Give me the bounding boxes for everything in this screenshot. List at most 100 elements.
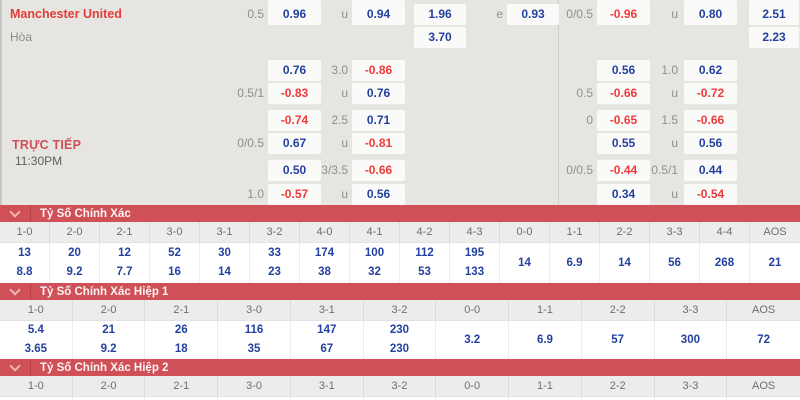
score-odds-value: 67: [320, 343, 334, 355]
odds-box[interactable]: 0.34: [597, 184, 650, 205]
score-odds-cell[interactable]: 116 35: [218, 321, 291, 359]
odds-label: 2.5: [331, 113, 348, 127]
score-odds-cell[interactable]: 174 38: [300, 243, 350, 283]
score-odds-cell[interactable]: 268: [700, 243, 750, 283]
score-odds-cell[interactable]: 14: [600, 243, 650, 283]
score-odds-cell[interactable]: 52 16: [150, 243, 200, 283]
odds-box[interactable]: [597, 0, 650, 4]
odds-label: u: [671, 86, 678, 100]
score-odds-cell[interactable]: 30 14: [200, 243, 250, 283]
score-odds-cell[interactable]: 300: [655, 321, 728, 359]
score-odds-cell: [0, 397, 73, 400]
score-odds-value: 268: [714, 256, 735, 269]
odds-box[interactable]: [749, 0, 799, 4]
odds-label: 1.0: [247, 187, 264, 201]
odds-box[interactable]: 0.50: [268, 160, 321, 181]
score-odds-value: 12: [118, 247, 131, 259]
odds-box[interactable]: [268, 0, 321, 4]
odds-box[interactable]: -0.86: [352, 60, 405, 81]
odds-box[interactable]: 0.93: [507, 4, 559, 25]
odds-box[interactable]: 0.80: [684, 4, 737, 25]
score-header-row: 1-0 2-0 2-1 3-0 3-1 3-2 0-0 1-1 2-2 3-3 AOS: [0, 300, 800, 321]
score-values-row: [0, 397, 800, 400]
score-odds-value: 56: [668, 256, 681, 269]
score-header-cell: 3-0: [218, 300, 291, 320]
score-odds-value: 14: [218, 266, 231, 278]
odds-box[interactable]: 0.56: [352, 184, 405, 205]
section-header-bar[interactable]: Tỷ Số Chính Xác Hiệp 2: [0, 359, 800, 376]
odds-label: u: [671, 136, 678, 150]
score-header-cell: 4-4: [700, 222, 750, 242]
odds-box[interactable]: 0.96: [268, 4, 321, 25]
score-odds-cell[interactable]: 6.9: [509, 321, 582, 359]
score-odds-cell[interactable]: 20 9.2: [50, 243, 100, 283]
odds-box[interactable]: -0.44: [597, 160, 650, 181]
score-odds-cell[interactable]: 12 7.7: [100, 243, 150, 283]
score-odds-cell[interactable]: 56: [650, 243, 700, 283]
odds-box[interactable]: 0.67: [268, 133, 321, 154]
odds-box[interactable]: 0.56: [597, 60, 650, 81]
score-header-cell: 3-3: [655, 300, 728, 320]
odds-box[interactable]: 0.76: [352, 83, 405, 104]
odds-box[interactable]: 0.55: [597, 133, 650, 154]
score-odds-cell[interactable]: 147 67: [291, 321, 364, 359]
odds-box[interactable]: 0.44: [684, 160, 737, 181]
score-odds-cell[interactable]: 72: [727, 321, 800, 359]
odds-box[interactable]: -0.83: [268, 83, 321, 104]
odds-box[interactable]: 0.94: [352, 4, 405, 25]
score-header-cell: 3-2: [250, 222, 300, 242]
score-odds-value: 21: [768, 256, 782, 269]
team-name: Manchester United: [10, 7, 122, 21]
odds-box[interactable]: -0.96: [597, 4, 650, 25]
odds-box[interactable]: 3.70: [414, 27, 466, 48]
score-odds-value: 38: [318, 266, 331, 278]
score-odds-cell[interactable]: 195 133: [450, 243, 500, 283]
score-odds-cell[interactable]: 21 9.2: [73, 321, 146, 359]
odds-label: 0/0.5: [566, 7, 593, 21]
odds-box[interactable]: 0.71: [352, 110, 405, 131]
odds-box[interactable]: -0.72: [684, 83, 737, 104]
score-odds-cell: [364, 397, 437, 400]
odds-box[interactable]: [684, 0, 737, 4]
score-odds-cell[interactable]: 6.9: [550, 243, 600, 283]
score-odds-cell[interactable]: 33 23: [250, 243, 300, 283]
score-header-cell: 2-2: [582, 376, 655, 396]
correct-score-sections: Tỷ Số Chính Xác 1-0 2-0 2-1 3-0 3-1 3-2 4-0 4-1 4…: [0, 205, 800, 400]
odds-box[interactable]: -0.74: [268, 110, 321, 131]
odds-box[interactable]: -0.54: [684, 184, 737, 205]
section-header-bar[interactable]: Tỷ Số Chính Xác Hiệp 1: [0, 283, 800, 300]
score-header-cell: AOS: [752, 304, 776, 316]
odds-box[interactable]: -0.66: [597, 83, 650, 104]
score-odds-value: 3.2: [464, 333, 481, 346]
odds-box[interactable]: 2.51: [749, 4, 799, 25]
odds-box[interactable]: [352, 0, 405, 4]
section-title: Tỷ Số Chính Xác: [40, 207, 131, 220]
odds-box[interactable]: 0.62: [684, 60, 737, 81]
odds-box[interactable]: -0.65: [597, 110, 650, 131]
score-odds-cell[interactable]: 100 32: [350, 243, 400, 283]
section-header-bar[interactable]: Tỷ Số Chính Xác: [0, 205, 800, 222]
score-odds-cell[interactable]: 112 53: [400, 243, 450, 283]
score-odds-value: 6.9: [566, 256, 583, 269]
score-odds-cell[interactable]: 26 18: [145, 321, 219, 359]
odds-box[interactable]: 0.56: [684, 133, 737, 154]
odds-box[interactable]: 1.96: [414, 4, 466, 25]
score-odds-cell[interactable]: 3.2: [436, 321, 510, 359]
score-odds-cell[interactable]: 57: [582, 321, 655, 359]
score-header-cell: 3-1: [291, 376, 364, 396]
odds-box[interactable]: -0.66: [352, 160, 405, 181]
odds-box[interactable]: 0.76: [268, 60, 321, 81]
score-odds-cell[interactable]: 5.4 3.65: [0, 321, 73, 359]
score-odds-cell[interactable]: 21: [750, 243, 800, 283]
chevron-cell: [0, 205, 31, 222]
odds-box[interactable]: -0.81: [352, 133, 405, 154]
score-header-cell: 3-1: [200, 222, 250, 242]
odds-box[interactable]: -0.57: [268, 184, 321, 205]
score-odds-value: 3.65: [24, 343, 48, 355]
score-odds-cell[interactable]: 13 8.8: [0, 243, 50, 283]
odds-box[interactable]: -0.66: [684, 110, 737, 131]
score-odds-cell[interactable]: 14: [500, 243, 550, 283]
score-odds-cell[interactable]: 230 230: [364, 321, 437, 359]
odds-box[interactable]: 2.23: [749, 27, 799, 48]
